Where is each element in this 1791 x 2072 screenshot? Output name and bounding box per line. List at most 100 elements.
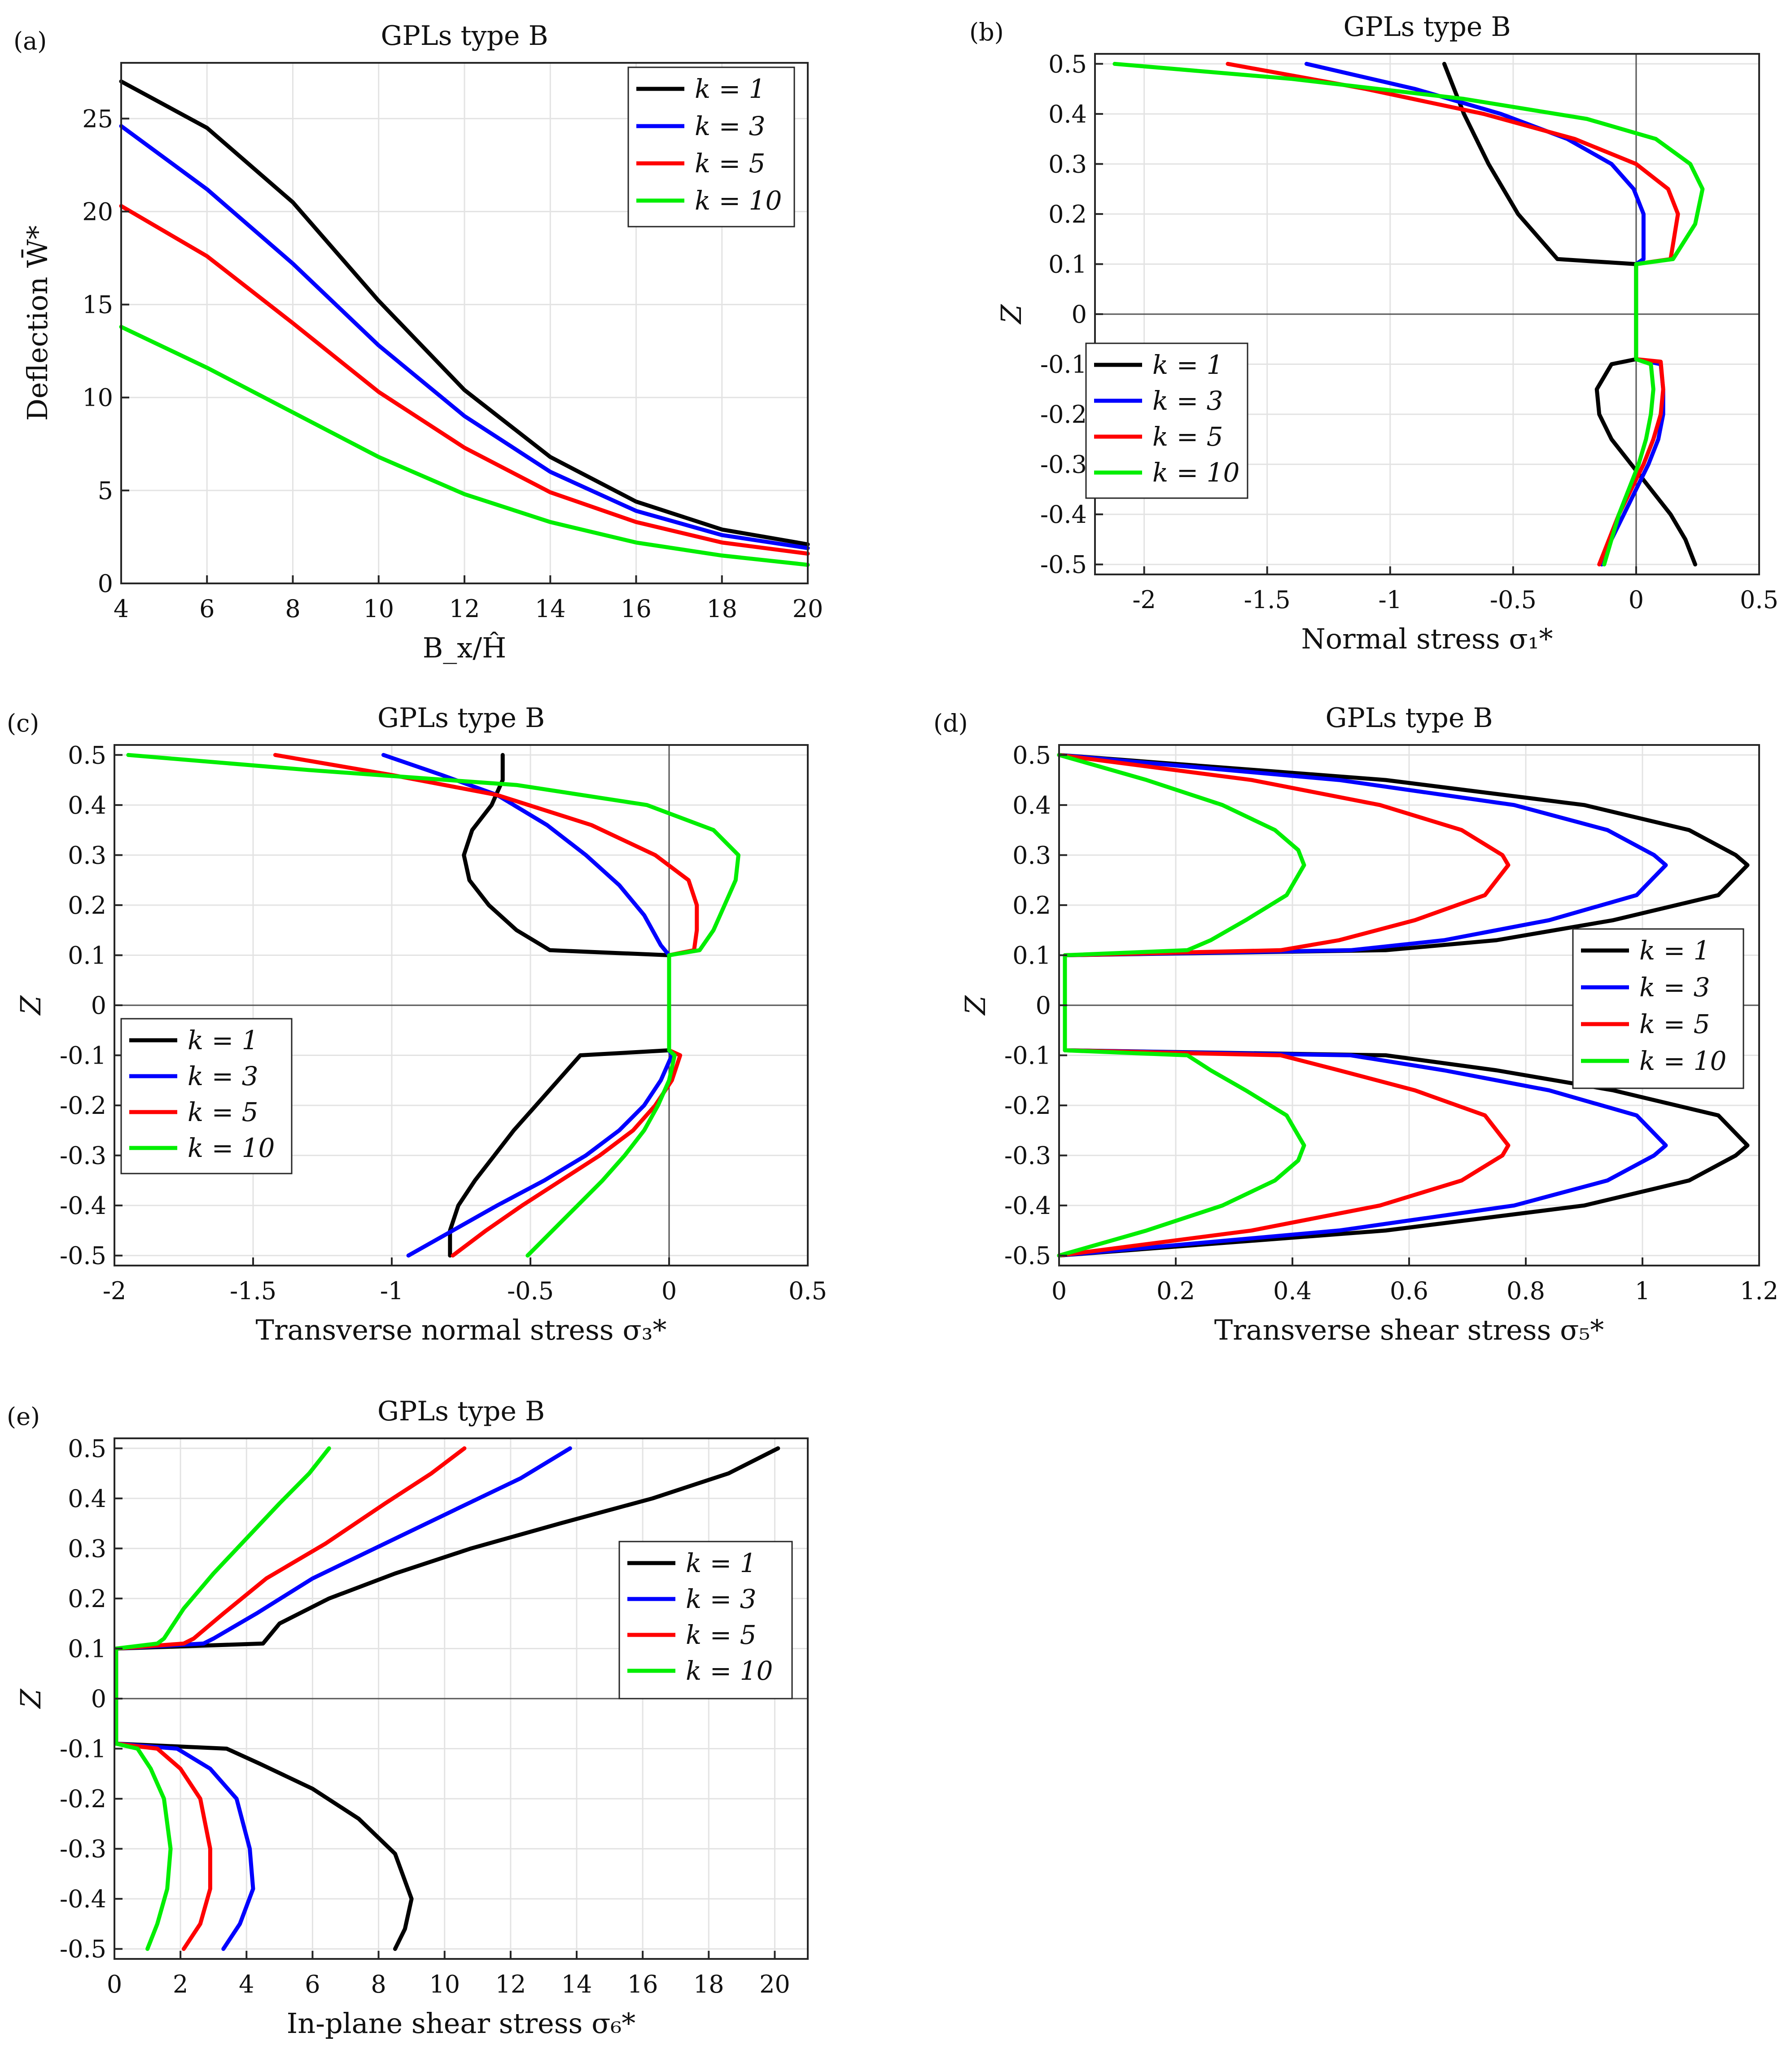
legend-label: k = 5 <box>686 1620 757 1650</box>
y-tick-label: 0.4 <box>1048 100 1087 128</box>
chart-title: GPLs type B <box>377 702 545 734</box>
x-tick-label: 4 <box>114 595 129 623</box>
x-tick-label: 8 <box>285 595 300 623</box>
y-axis-label: Z <box>959 995 992 1016</box>
legend-label: k = 5 <box>188 1097 258 1127</box>
y-tick-label: -0.2 <box>60 1785 106 1813</box>
x-tick-label: 0 <box>107 1970 122 1998</box>
x-tick-label: 10 <box>429 1970 460 1998</box>
legend-label: k = 10 <box>686 1656 773 1686</box>
series-line-1 <box>119 79 810 547</box>
panel-label: (b) <box>969 18 1004 46</box>
y-tick-label: -0.4 <box>60 1192 106 1220</box>
chart-panel-2: -2 -1.5 -1 -0.5 0 0.5 -0.5 -0.4 -0.3 -0.2 -0.1 0 0.1… <box>969 11 1778 655</box>
y-tick-label: 0.1 <box>68 1634 106 1663</box>
legend: k = 1 k = 3 k = 5 k = 10 <box>120 1018 293 1174</box>
y-axis-label: Z <box>14 995 47 1016</box>
legend-label: k = 10 <box>188 1133 275 1163</box>
legend-label: k = 5 <box>1639 1009 1710 1039</box>
legend-label: k = 1 <box>188 1025 258 1056</box>
y-tick-label: -0.4 <box>60 1885 106 1913</box>
y-tick-label: 0 <box>98 569 113 598</box>
chart-panel-1: 4 6 8 10 12 14 16 18 20 0 5 10 15 20 25 GPLs type B (a) B… <box>13 20 823 664</box>
y-tick-label: 0.2 <box>1048 200 1087 228</box>
y-tick-label: 0.2 <box>68 1585 106 1613</box>
x-tick-label: 0.8 <box>1506 1277 1545 1305</box>
y-tick-label: 0.4 <box>68 791 106 819</box>
y-tick-label: -0.1 <box>1040 350 1087 379</box>
x-axis-label: In-plane shear stress σ₆* <box>287 2007 636 2040</box>
x-tick-label: 4 <box>239 1970 254 1998</box>
legend-label: k = 1 <box>1639 935 1710 966</box>
x-axis-label: Transverse shear stress σ₅* <box>1214 1314 1604 1346</box>
y-tick-label: 0.3 <box>1012 841 1051 869</box>
legend-label: k = 3 <box>686 1584 757 1614</box>
x-tick-label: 16 <box>621 595 652 623</box>
y-tick-label: -0.2 <box>1004 1091 1051 1120</box>
y-tick-label: 0.2 <box>1012 891 1051 920</box>
y-tick-label: -0.2 <box>1040 400 1087 429</box>
x-tick-label: 12 <box>449 595 480 623</box>
y-tick-label: 0 <box>1072 300 1087 329</box>
chart-panel-4: 0 0.2 0.4 0.6 0.8 1 1.2 -0.5 -0.4 -0.3 -0.2 -0.1 0 0.… <box>933 702 1778 1346</box>
y-axis-label: Z <box>995 304 1028 325</box>
chart-title: GPLs type B <box>381 20 548 52</box>
x-tick-label: 0.5 <box>1740 586 1778 614</box>
x-tick-label: 0.5 <box>788 1277 827 1305</box>
legend-label: k = 1 <box>695 74 766 104</box>
x-tick-label: 18 <box>706 595 737 623</box>
x-tick-label: 20 <box>759 1970 790 1998</box>
legend-label: k = 1 <box>1152 350 1223 380</box>
legend: k = 1 k = 3 k = 5 k = 10 <box>627 66 795 228</box>
y-tick-label: -0.1 <box>60 1042 106 1070</box>
series-line-4 <box>126 753 740 1258</box>
x-tick-label: -1 <box>380 1277 404 1305</box>
x-tick-label: 12 <box>495 1970 526 1998</box>
x-tick-label: 0.2 <box>1156 1277 1195 1305</box>
y-tick-label: 0.3 <box>68 841 106 869</box>
y-tick-label: 0 <box>1036 991 1051 1020</box>
x-tick-label: -1.5 <box>1244 586 1291 614</box>
y-tick-label: -0.4 <box>1004 1192 1051 1220</box>
x-axis-label: Transverse normal stress σ₃* <box>255 1314 666 1346</box>
y-tick-label: 0 <box>91 991 106 1020</box>
chart-title: GPLs type B <box>1343 11 1511 43</box>
chart-panel-3: -2 -1.5 -1 -0.5 0 0.5 -0.5 -0.4 -0.3 -0.2 -0.1 0 0.1… <box>7 702 827 1346</box>
x-tick-label: 14 <box>535 595 566 623</box>
legend-label: k = 10 <box>695 185 782 216</box>
legend-label: k = 5 <box>1152 421 1223 452</box>
legend-label: k = 1 <box>686 1548 757 1578</box>
x-tick-label: -2 <box>103 1277 127 1305</box>
panel-label: (a) <box>13 27 47 55</box>
y-tick-label: -0.3 <box>60 1835 106 1863</box>
y-tick-label: -0.5 <box>60 1935 106 1963</box>
y-tick-label: -0.1 <box>60 1735 106 1763</box>
y-tick-label: -0.5 <box>60 1242 106 1270</box>
y-tick-label: 0.2 <box>68 891 106 920</box>
y-axis-label: Z <box>14 1689 47 1709</box>
y-tick-label: 0.4 <box>68 1485 106 1513</box>
y-tick-label: -0.1 <box>1004 1042 1051 1070</box>
y-tick-label: 25 <box>82 105 113 133</box>
y-tick-label: 0.3 <box>68 1534 106 1563</box>
series-line-1 <box>1442 61 1697 567</box>
x-tick-label: 16 <box>627 1970 658 1998</box>
panel-label: (d) <box>933 709 968 737</box>
y-tick-label: -0.5 <box>1040 551 1087 579</box>
series-line-4 <box>1057 753 1306 1258</box>
y-tick-label: 0.1 <box>1012 941 1051 969</box>
x-tick-label: 0.4 <box>1273 1277 1312 1305</box>
panel-label: (e) <box>7 1402 40 1431</box>
chart-title: GPLs type B <box>1325 702 1493 734</box>
x-tick-label: 6 <box>199 595 215 623</box>
x-tick-label: 18 <box>693 1970 724 1998</box>
x-tick-label: -1.5 <box>230 1277 276 1305</box>
y-tick-label: -0.3 <box>60 1142 106 1170</box>
legend-label: k = 5 <box>695 148 766 179</box>
x-tick-label: 0 <box>661 1277 677 1305</box>
y-tick-label: 0.4 <box>1012 791 1051 819</box>
x-tick-label: -0.5 <box>1490 586 1537 614</box>
x-tick-label: 0 <box>1629 586 1644 614</box>
y-tick-label: 0.3 <box>1048 150 1087 178</box>
